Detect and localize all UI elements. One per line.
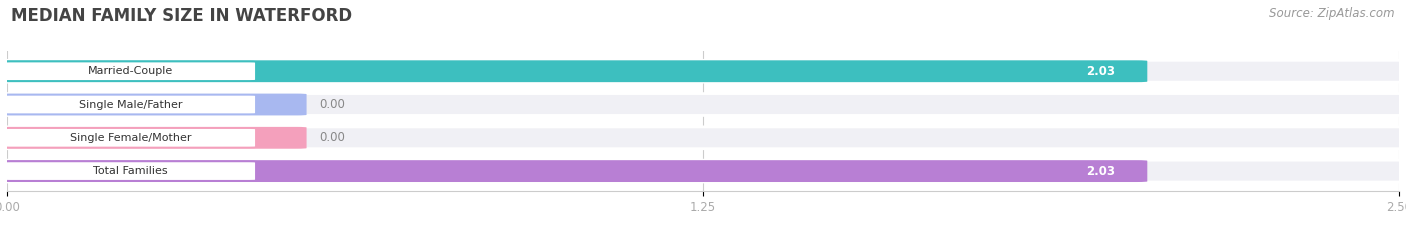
FancyBboxPatch shape	[0, 127, 1406, 149]
Text: Total Families: Total Families	[93, 166, 167, 176]
FancyBboxPatch shape	[3, 128, 256, 147]
Text: MEDIAN FAMILY SIZE IN WATERFORD: MEDIAN FAMILY SIZE IN WATERFORD	[11, 7, 353, 25]
FancyBboxPatch shape	[0, 160, 1406, 182]
FancyBboxPatch shape	[3, 62, 256, 81]
FancyBboxPatch shape	[0, 60, 1406, 82]
FancyBboxPatch shape	[3, 161, 256, 181]
FancyBboxPatch shape	[7, 161, 1399, 182]
FancyBboxPatch shape	[0, 94, 307, 115]
FancyBboxPatch shape	[0, 127, 307, 149]
FancyBboxPatch shape	[0, 160, 1147, 182]
Text: Source: ZipAtlas.com: Source: ZipAtlas.com	[1270, 7, 1395, 20]
FancyBboxPatch shape	[3, 95, 256, 114]
FancyBboxPatch shape	[0, 94, 1406, 115]
Text: Single Male/Father: Single Male/Father	[79, 99, 183, 110]
Text: Married-Couple: Married-Couple	[89, 66, 173, 76]
FancyBboxPatch shape	[7, 94, 1399, 115]
Text: 0.00: 0.00	[319, 131, 344, 144]
Text: 2.03: 2.03	[1085, 65, 1115, 78]
Text: 2.03: 2.03	[1085, 164, 1115, 178]
FancyBboxPatch shape	[7, 61, 1399, 82]
Text: Single Female/Mother: Single Female/Mother	[70, 133, 191, 143]
FancyBboxPatch shape	[0, 60, 1147, 82]
FancyBboxPatch shape	[7, 127, 1399, 148]
Text: 0.00: 0.00	[319, 98, 344, 111]
